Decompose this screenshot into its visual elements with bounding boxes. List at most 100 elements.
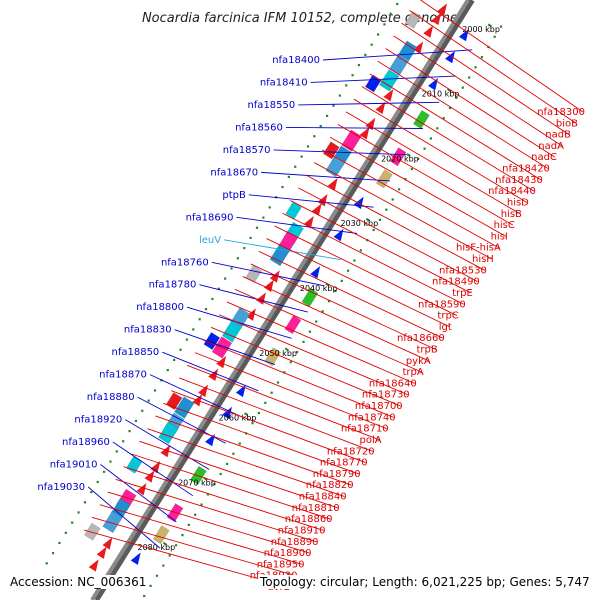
label-leader [258, 250, 443, 339]
label-leader [274, 225, 457, 316]
forward-gene-arrow [365, 117, 376, 131]
label-leader [298, 187, 479, 283]
gene-label-left: nfa18780 [149, 280, 197, 291]
label-leader [99, 504, 303, 565]
label-leader [115, 478, 317, 543]
guide-dot [281, 185, 284, 189]
guide-dot [155, 574, 159, 577]
guide-dot [474, 66, 477, 69]
label-leader [194, 352, 387, 430]
gene-label-right: nfa18730 [362, 390, 410, 401]
gene-label-right: polA [360, 435, 382, 446]
guide-dot [211, 297, 214, 301]
forward-gene-block [322, 141, 340, 160]
guide-dot [410, 167, 413, 171]
reverse-gene-arrow [222, 406, 232, 420]
gene-label-left: nfa18670 [210, 167, 258, 178]
gene-label-right: lgt [439, 322, 452, 333]
guide-dot [319, 124, 322, 128]
guide-dot [332, 104, 335, 107]
label-leader [174, 329, 276, 365]
gene-label-right: nadB [545, 130, 571, 141]
guide-dot [268, 206, 271, 209]
gene-label-right: nadC [531, 152, 557, 163]
label-leader [419, 0, 584, 113]
label-leader [123, 466, 324, 531]
reverse-gene-block [152, 525, 170, 545]
guide-dot [173, 358, 176, 362]
guide-dot [385, 208, 388, 211]
gene-label-right: trpE [452, 288, 473, 299]
gene-label-right: nfa18430 [495, 175, 543, 186]
guide-dot [448, 106, 452, 110]
label-leader [155, 415, 352, 486]
gene-label-left: nfa19030 [37, 482, 85, 493]
guide-dot [64, 531, 67, 534]
guide-dot [302, 340, 305, 343]
forward-gene-arrow [88, 559, 99, 572]
guide-dot [289, 361, 292, 364]
guide-dot [270, 391, 273, 394]
gene-label-right: nfa18840 [299, 492, 347, 503]
guide-dot [194, 513, 197, 516]
kbp-tick [284, 347, 290, 352]
guide-dot [257, 411, 260, 415]
forward-gene-arrow [359, 127, 370, 140]
kbp-tick [406, 153, 411, 157]
label-leader [313, 162, 493, 260]
guide-dot [181, 533, 184, 537]
gene-label-right: hisH [472, 254, 494, 265]
guide-dot [468, 76, 471, 79]
guide-dot [334, 289, 337, 293]
guide-dot [345, 84, 348, 87]
right-gene-labels: nfa18300bioBnadBnadAnadCnfa18420nfa18430… [83, 0, 585, 593]
gene-label-left: nfa18880 [87, 392, 135, 403]
guide-dot [347, 269, 350, 272]
guide-dot [313, 135, 316, 138]
gene-label-left: nfa18550 [247, 100, 295, 111]
label-leader [273, 149, 407, 156]
guide-dot [179, 348, 182, 351]
gene-label-right: nfa18490 [432, 277, 480, 288]
gene-label-left: nfa18760 [161, 257, 209, 268]
label-leader [250, 263, 436, 350]
kbp-label: 2070 kbp [178, 478, 216, 487]
gene-label-right: nfa18640 [369, 378, 417, 389]
reverse-gene-block [375, 169, 393, 189]
gene-label-right: hisB [501, 209, 522, 220]
gene-label-right: trpB [417, 345, 438, 356]
guide-dot [198, 318, 201, 321]
guide-dot [294, 165, 297, 168]
guide-dot [417, 157, 420, 160]
guide-dot [162, 564, 165, 567]
forward-gene-arrow [423, 25, 434, 38]
label-leader [149, 374, 243, 418]
guide-dot [168, 554, 171, 557]
label-leader [337, 124, 514, 226]
guide-dot [321, 310, 324, 313]
guide-dot [264, 401, 267, 404]
gene-label-left: nfa18850 [112, 347, 160, 358]
guide-dot [442, 117, 445, 120]
guide-dot [357, 63, 361, 67]
kbp-label: 2010 kbp [422, 90, 460, 99]
gene-label-right: nfa18720 [327, 446, 375, 457]
guide-dot [364, 53, 367, 56]
guide-dot [480, 56, 484, 59]
reverse-gene-block [413, 109, 430, 130]
guide-dot [174, 544, 178, 547]
guide-dot [71, 521, 74, 524]
forward-gene-arrow [431, 12, 442, 26]
label-leader [310, 75, 456, 83]
gene-label-left: nfa18570 [223, 145, 271, 156]
guide-dot [251, 422, 254, 425]
gene-label-right: nfa18820 [306, 480, 354, 491]
reverse-gene-block [264, 347, 282, 367]
guide-dot [287, 175, 290, 179]
guide-dot [236, 257, 239, 260]
kbp-tick [365, 217, 371, 222]
reverse-gene-arrow [445, 50, 456, 64]
kbp-ticks: 2000 kbp 2010 kbp 2020 kbp 2030 kbp 2040 kbp… [137, 23, 500, 552]
guide-dot [378, 218, 382, 221]
